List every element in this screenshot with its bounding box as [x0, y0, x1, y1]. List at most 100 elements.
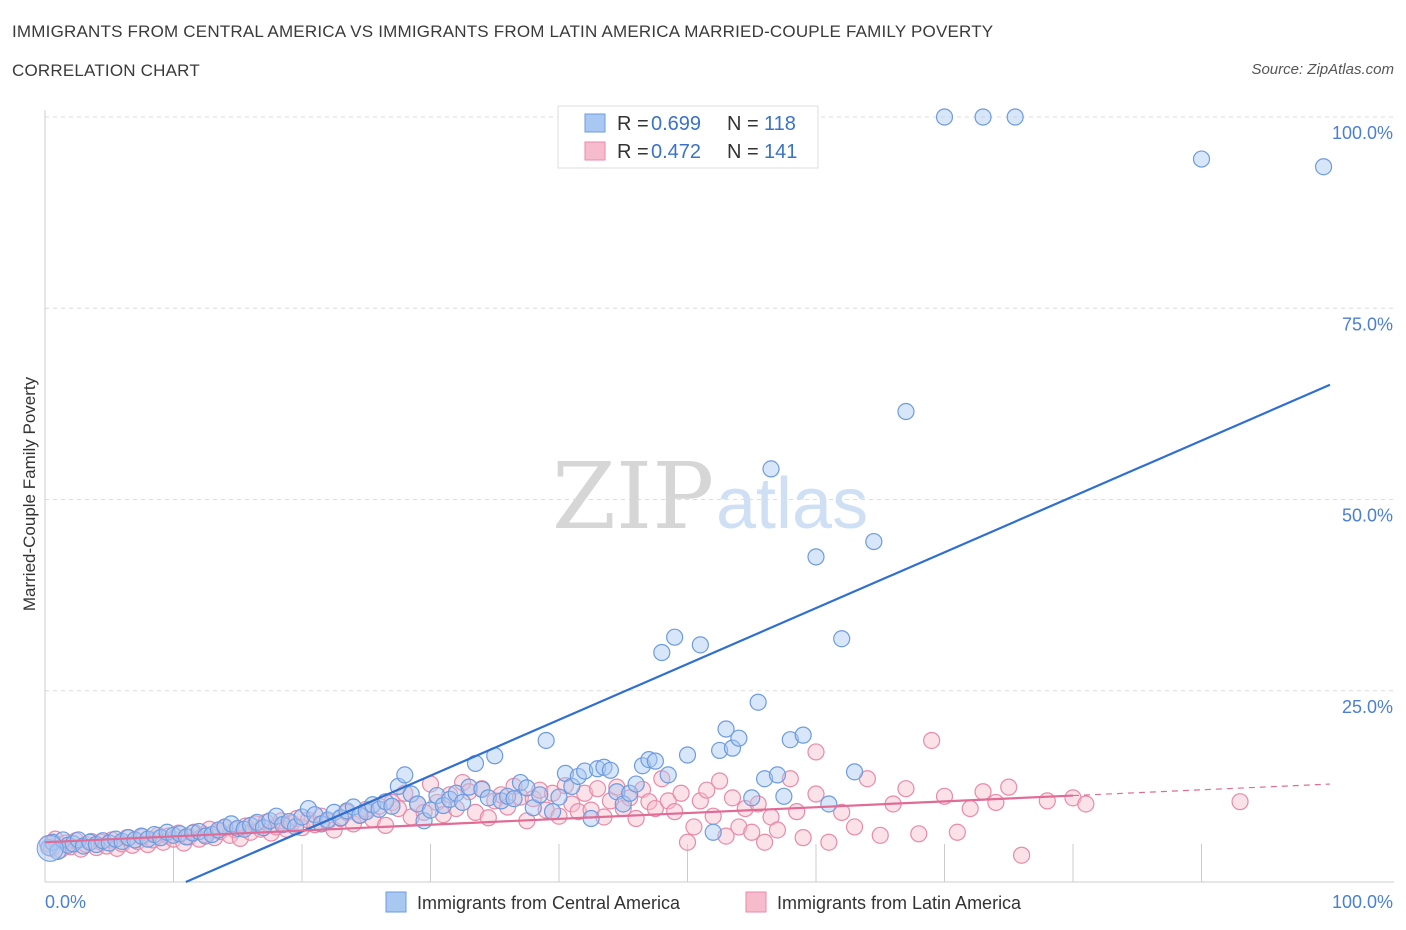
data-point-central-america — [479, 789, 497, 807]
data-point-central-america — [299, 799, 318, 818]
data-point-central-america — [730, 729, 748, 747]
data-point-latin-america — [685, 818, 703, 836]
data-point-central-america — [627, 775, 645, 793]
data-point-latin-america — [736, 799, 754, 818]
watermark: ZIP atlas — [552, 443, 868, 550]
watermark-atlas: atlas — [716, 464, 868, 544]
data-point-central-america — [678, 746, 697, 764]
data-point-central-america — [755, 770, 774, 788]
data-point-latin-america — [376, 816, 395, 834]
data-point-central-america — [781, 731, 799, 749]
y-tick-label: 25.0% — [1342, 697, 1393, 717]
legend-r-value-1: 0.699 — [651, 113, 701, 135]
legend-n-value-1: 118 — [764, 113, 796, 135]
data-point-central-america — [396, 766, 414, 784]
data-point-central-america — [531, 786, 549, 804]
data-point-latin-america — [666, 803, 684, 821]
data-point-latin-america — [723, 789, 742, 807]
data-point-central-america — [820, 795, 838, 813]
y-tick-label: 100.0% — [1332, 123, 1393, 143]
data-point-central-america — [711, 741, 729, 760]
data-point-central-america — [421, 801, 440, 819]
legend-r-value-2: 0.472 — [651, 141, 701, 163]
data-point-latin-america — [923, 731, 941, 750]
data-point-central-america — [454, 793, 472, 812]
source-credit: Source: ZipAtlas.com — [1251, 61, 1394, 78]
data-point-latin-america — [698, 781, 716, 799]
data-point-central-america — [768, 766, 787, 784]
data-point-central-america — [807, 548, 825, 566]
data-point-latin-america — [974, 783, 992, 801]
data-point-central-america — [1192, 150, 1211, 168]
data-point-latin-america — [588, 780, 607, 798]
data-point-central-america — [659, 766, 677, 784]
y-tick-labels: 25.0% 50.0% 75.0% 100.0% — [1332, 123, 1393, 717]
data-point-central-america — [666, 628, 684, 646]
legend-n-value-2: 141 — [764, 141, 797, 163]
data-point-central-america — [505, 790, 523, 808]
data-point-central-america — [428, 786, 446, 805]
data-point-central-america — [621, 784, 639, 802]
data-point-latin-america — [1000, 778, 1018, 796]
y-tick-label: 75.0% — [1342, 314, 1393, 334]
data-point-latin-america — [768, 821, 787, 839]
data-point-central-america — [717, 720, 735, 738]
data-point-central-america — [306, 806, 324, 824]
bottom-legend-label-central-america: Immigrants from Central America — [417, 893, 681, 913]
data-point-central-america — [845, 763, 864, 781]
legend-n-label-2: N = — [727, 141, 759, 163]
data-point-latin-america — [627, 809, 645, 828]
chart-title-line-1: IMMIGRANTS FROM CENTRAL AMERICA VS IMMIG… — [12, 22, 994, 41]
data-point-latin-america — [730, 818, 748, 836]
data-point-latin-america — [678, 833, 697, 851]
trend-lines — [44, 383, 1331, 884]
data-point-latin-america — [511, 788, 530, 806]
data-point-central-america — [749, 693, 767, 711]
data-point-central-america — [723, 739, 742, 757]
data-point-central-america — [833, 630, 851, 648]
data-point-latin-america — [788, 803, 806, 821]
data-point-central-america — [646, 752, 664, 770]
y-axis-label: Married-Couple Family Poverty — [20, 376, 39, 611]
data-point-latin-america — [897, 780, 915, 798]
data-point-central-america — [563, 777, 581, 795]
data-point-latin-america — [833, 803, 851, 821]
data-point-latin-america — [871, 826, 889, 844]
y-tick-label: 50.0% — [1342, 506, 1393, 526]
data-point-central-america — [402, 785, 420, 803]
data-point-central-america — [601, 761, 620, 779]
data-point-central-america — [543, 803, 562, 821]
data-point-latin-america — [601, 792, 620, 810]
data-point-latin-america — [987, 793, 1005, 812]
data-point-latin-america — [794, 829, 812, 847]
data-point-latin-america — [820, 833, 838, 851]
bottom-legend-swatch-central-america — [385, 891, 407, 913]
axes — [44, 110, 1394, 883]
data-point-latin-america — [845, 818, 864, 836]
data-point-latin-america — [1012, 846, 1031, 864]
data-point-central-america — [704, 823, 722, 841]
data-point-latin-america — [910, 825, 928, 843]
data-point-latin-america — [948, 823, 966, 841]
data-point-latin-america — [659, 792, 677, 810]
data-point-central-america — [775, 787, 793, 805]
legend-r-label-2: R = — [617, 141, 649, 163]
chart-title-line-2: CORRELATION CHART — [12, 61, 200, 80]
data-point-central-america — [974, 108, 992, 126]
x-tick-labels: 0.0% 100.0% — [45, 892, 1393, 912]
legend-swatch-central-america — [584, 113, 606, 133]
trend-line-latin-america-extension — [1072, 783, 1331, 797]
data-point-latin-america — [807, 743, 825, 761]
data-point-central-america — [633, 757, 652, 775]
data-point-central-america — [383, 797, 401, 815]
data-point-central-america — [640, 750, 658, 769]
data-point-central-america — [576, 762, 594, 780]
data-point-central-america — [1006, 108, 1024, 126]
legend-r-label-1: R = — [617, 113, 649, 135]
data-point-latin-america — [646, 799, 664, 818]
data-point-central-america — [441, 790, 459, 808]
data-point-central-america — [865, 532, 883, 551]
data-point-latin-america — [672, 784, 690, 802]
data-point-latin-america — [1231, 793, 1249, 811]
data-point-central-america — [691, 636, 709, 654]
